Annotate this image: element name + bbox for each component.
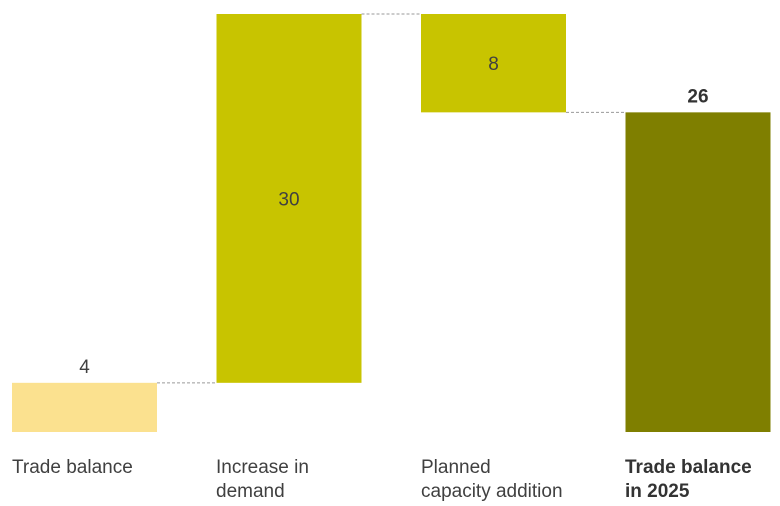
data-label-3: 26 [687, 86, 708, 107]
waterfall-chart: 4 30 8 26 [12, 13, 771, 433]
bar-3 [625, 112, 771, 433]
category-label-1: Increase in demand [216, 457, 309, 502]
category-label-0: Trade balance [12, 457, 133, 478]
category-label-2: Planned capacity addition [421, 457, 563, 502]
data-label-2: 8 [488, 54, 499, 75]
data-label-1: 30 [278, 189, 299, 210]
category-label-3: Trade balance in 2025 [625, 457, 752, 502]
data-label-0: 4 [79, 357, 90, 378]
bar-2 [421, 14, 566, 113]
bar-0 [12, 382, 157, 432]
bar-1 [216, 14, 362, 383]
